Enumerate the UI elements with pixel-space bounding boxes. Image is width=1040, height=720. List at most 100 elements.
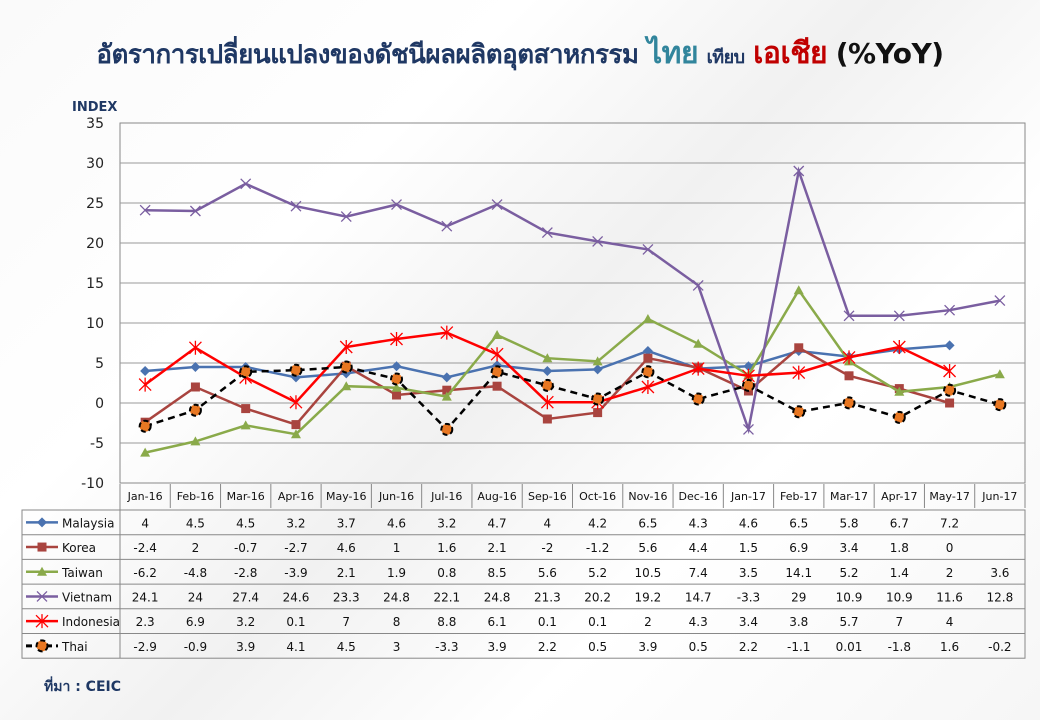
data-point-korea [241, 404, 251, 414]
table-cell: 0.5 [588, 640, 607, 654]
data-point-indonesia [390, 332, 403, 346]
table-cell: 4 [946, 615, 954, 629]
data-point-korea [492, 381, 502, 391]
data-point-indonesia [188, 340, 202, 355]
data-point-indonesia [138, 377, 152, 392]
data-point-indonesia [339, 340, 353, 354]
data-point-indonesia [691, 361, 705, 376]
y-tick-label: -10 [81, 476, 104, 492]
table-cell: 2 [946, 566, 954, 580]
data-point-vietnam [491, 199, 503, 211]
x-tick-label: Sep-16 [528, 490, 567, 503]
table-cell: 3.7 [337, 516, 356, 530]
table-cell: 4.7 [488, 516, 507, 530]
x-tick-label: Feb-16 [177, 490, 214, 503]
table-cell: 3.2 [236, 615, 255, 629]
data-point-thai [138, 419, 152, 433]
x-tick-label: Feb-17 [780, 490, 817, 503]
table-cell: 3.9 [488, 640, 507, 654]
table-cell: 5.6 [538, 566, 557, 580]
data-point-vietnam [793, 165, 805, 177]
table-cell: 29 [791, 590, 806, 604]
table-cell: 10.5 [635, 566, 662, 580]
table-cell: 1.5 [739, 541, 758, 555]
table-cell: 4.6 [337, 541, 356, 555]
x-tick-label: Jun-16 [378, 490, 414, 503]
data-point-vietnam [592, 235, 604, 247]
data-point-thai [641, 365, 655, 379]
table-cell: 2.3 [136, 615, 155, 629]
data-point-vietnam [642, 243, 654, 255]
table-cell: 21.3 [534, 590, 561, 604]
table-cell: 7.2 [940, 516, 959, 530]
x-tick-label: Jan-17 [730, 490, 766, 503]
table-cell: 2 [192, 541, 200, 555]
table-cell: 2.2 [739, 640, 758, 654]
table-cell: 0.01 [836, 640, 863, 654]
data-point-korea [945, 398, 955, 408]
data-point-thai [993, 398, 1007, 412]
data-point-vietnam [692, 279, 704, 291]
data-point-malaysia [140, 366, 151, 376]
table-cell: 1.8 [890, 541, 909, 555]
y-tick-label: 10 [86, 316, 104, 332]
data-point-vietnam [893, 310, 905, 322]
data-point-korea [542, 414, 552, 424]
legend-marker-taiwan [37, 566, 47, 576]
data-point-taiwan [642, 314, 653, 323]
table-cell: -2.9 [133, 640, 156, 654]
x-tick-label: Jan-16 [127, 490, 163, 503]
x-tick-label: May-16 [326, 490, 367, 503]
data-point-indonesia [892, 340, 906, 354]
data-point-indonesia [540, 395, 554, 410]
table-cell: 4.5 [236, 516, 255, 530]
series-line-taiwan [144, 287, 1001, 454]
table-cell: 8.8 [437, 615, 456, 629]
data-point-taiwan [240, 420, 251, 430]
title-yoy: (%YoY) [835, 37, 944, 70]
legend-marker-malaysia [37, 517, 47, 528]
data-point-taiwan [391, 382, 402, 392]
table-cell: 20.2 [584, 590, 611, 604]
table-cell: 5.6 [638, 541, 657, 555]
table-cell: -2.7 [284, 541, 307, 555]
data-point-malaysia [642, 346, 653, 356]
data-point-korea [593, 408, 603, 418]
table-cell: 5.7 [839, 615, 858, 629]
table-cell: 2.1 [488, 541, 507, 555]
table-cell: 3.2 [437, 516, 456, 530]
table-cell: 2.2 [538, 640, 557, 654]
data-point-malaysia [944, 340, 955, 351]
data-point-malaysia [190, 362, 201, 372]
series-line-thai [144, 365, 1001, 432]
table-cell: 24.8 [484, 590, 511, 604]
data-point-taiwan [341, 381, 352, 391]
table-cell: 0.1 [538, 615, 557, 629]
title-vs: เทียบ [706, 47, 746, 68]
data-point-vietnam [189, 205, 201, 217]
data-point-korea [442, 385, 452, 395]
table-cell: 4.2 [588, 516, 607, 530]
source-note: ที่มา : CEIC [44, 679, 121, 695]
table-cell: 12.8 [987, 590, 1014, 604]
legend-label-indonesia: Indonesia [62, 615, 120, 629]
table-cell: 6.5 [638, 516, 657, 530]
data-point-taiwan [441, 391, 452, 401]
table-cell: -1.2 [586, 541, 609, 555]
table-cell: 2.1 [337, 566, 356, 580]
x-tick-label: Apr-17 [881, 490, 917, 503]
chart-title: อัตราการเปลี่ยนแปลงของดัชนีผลผลิตอุตสาหก… [0, 30, 1040, 77]
table-cell: 5.2 [839, 566, 858, 580]
data-point-thai [591, 392, 605, 406]
data-point-korea [190, 382, 200, 392]
data-point-vietnam [139, 204, 151, 216]
data-point-thai [239, 365, 253, 379]
data-point-korea [794, 343, 804, 353]
data-point-taiwan [894, 386, 905, 396]
data-point-malaysia [441, 372, 452, 383]
table-cell: 10.9 [836, 590, 863, 604]
x-tick-label: Mar-16 [227, 490, 265, 503]
table-cell: -0.9 [184, 640, 207, 654]
table-cell: 4 [544, 516, 552, 530]
